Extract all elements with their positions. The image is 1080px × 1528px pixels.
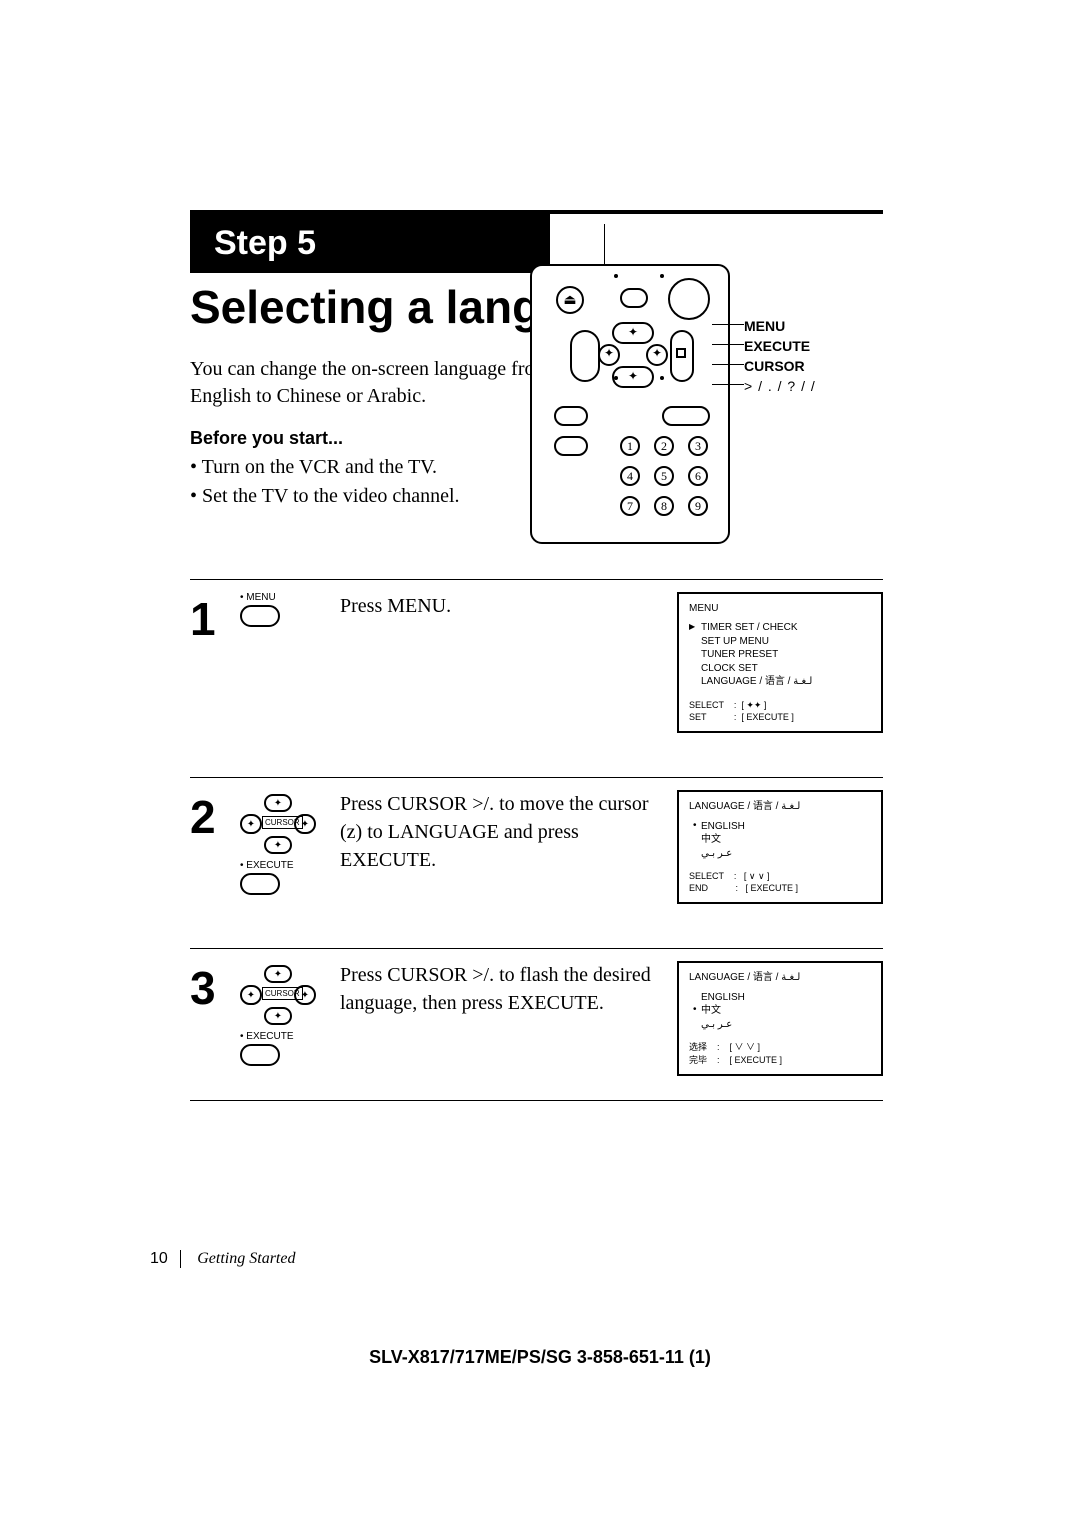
osd-menu-item: 中文 [689,833,871,847]
step-label: Step 5 [190,214,550,273]
remote-button [662,406,710,426]
callout-menu: MENU [744,318,816,334]
remote-callouts: MENU EXECUTE CURSOR > / . / ? / / [744,264,816,398]
dpad-area: ✦ ✦ ✦ ✦ [570,322,694,396]
step-instruction: Press CURSOR >/. to move the cursor (z) … [340,790,677,904]
numpad-8-icon: 8 [654,496,674,516]
cursor-mini-label: CURSOR [262,816,303,829]
osd-menu-item: TUNER PRESET [689,648,871,662]
numpad-6-icon: 6 [688,466,708,486]
menu-button-icon [570,330,600,382]
dot-icon [660,274,664,278]
step-instruction: Press CURSOR >/. to flash the desired la… [340,961,677,1075]
cursor-mini-label: CURSOR [262,987,303,1000]
step-number: 2 [190,790,240,904]
page-footer: 10 Getting Started [150,1250,295,1268]
osd-menu-item: TIMER SET / CHECK [689,621,871,635]
oval-button-icon [240,873,280,895]
down-icon: ✦ [264,836,292,854]
step-block-2: 2✦✦✦✦CURSOR • EXECUTEPress CURSOR >/. to … [190,777,883,904]
arrow-right-icon: ✦ [652,346,662,361]
osd-title: LANGUAGE / 语言 / ﻟـﻐـﺔ [689,971,871,985]
osd-footer-row: SET : [ EXECUTE ] [689,711,871,723]
step-instruction: Press MENU. [340,592,677,733]
numpad-1-icon: 1 [620,436,640,456]
stop-icon [676,348,686,358]
page-number: 10 [150,1250,181,1268]
menu-label: • MENU [240,592,340,603]
step-icons: ✦✦✦✦CURSOR • EXECUTE [240,790,340,904]
dpad-mini-icon: ✦✦✦✦CURSOR [240,965,316,1025]
osd-screen: MENU TIMER SET / CHECKSET UP MENUTUNER PR… [677,592,883,733]
lead-line [604,224,605,264]
step-block-3: 3✦✦✦✦CURSOR • EXECUTEPress CURSOR >/. to … [190,948,883,1075]
execute-label: • EXECUTE [240,1031,340,1042]
remote-illustration: ⏏ ✦ ✦ ✦ ✦ 1 2 3 4 5 6 7 8 9 [530,264,816,544]
numpad-9-icon: 9 [688,496,708,516]
numpad-7-icon: 7 [620,496,640,516]
osd-footer-row: END : [ EXECUTE ] [689,882,871,894]
numpad-2-icon: 2 [654,436,674,456]
callout-arrows: > / . / ? / / [744,378,816,394]
osd-menu-item: ﻋـﺮ ﺑـﻲ [689,847,871,861]
osd-title: LANGUAGE / 语言 / ﻟـﻐـﺔ [689,800,871,814]
numpad-5-icon: 5 [654,466,674,486]
callout-execute: EXECUTE [744,338,816,354]
remote-button [554,436,588,456]
osd-footer-row: 选择 : [ ∨ ∨ ] [689,1041,871,1053]
lead-line [712,324,744,325]
remote-button [554,406,588,426]
oval-button-icon [240,605,280,627]
arrow-left-icon: ✦ [604,346,614,361]
callout-cursor: CURSOR [744,358,816,374]
step-block-1: 1• MENUPress MENU.MENUTIMER SET / CHECKS… [190,579,883,733]
remote-outline: ⏏ ✦ ✦ ✦ ✦ 1 2 3 4 5 6 7 8 9 [530,264,730,544]
osd-menu-item: CLOCK SET [689,662,871,676]
remote-top-button [620,288,648,308]
execute-label: • EXECUTE [240,860,340,871]
osd-footer: SELECT : [ ∨ ∨ ]END : [ EXECUTE ] [689,870,871,894]
osd-menu-item: SET UP MENU [689,635,871,649]
step-number: 1 [190,592,240,733]
osd-footer-row: 完毕 : [ EXECUTE ] [689,1054,871,1066]
osd-screen: LANGUAGE / 语言 / ﻟـﻐـﺔ ENGLISH中文ﻋـﺮ ﺑـﻲ 选择 … [677,961,883,1075]
lead-line [712,364,744,365]
left-icon: ✦ [240,814,262,834]
remote-power-button [668,278,710,320]
up-icon: ✦ [264,794,292,812]
osd-footer-row: SELECT : [ ✦✦ ] [689,699,871,711]
osd-menu-item: 中文 [689,1004,871,1018]
model-footer: SLV-X817/717ME/PS/SG 3-858-651-11 (1) [0,1347,1080,1368]
lead-line [712,384,744,385]
arrow-down-icon: ✦ [628,369,638,384]
left-icon: ✦ [240,985,262,1005]
eject-icon: ⏏ [556,286,584,314]
step-icons: ✦✦✦✦CURSOR • EXECUTE [240,961,340,1075]
arrow-up-icon: ✦ [628,325,638,340]
oval-button-icon [240,1044,280,1066]
step-icons: • MENU [240,592,340,733]
numpad-4-icon: 4 [620,466,640,486]
numpad-3-icon: 3 [688,436,708,456]
osd-footer-row: SELECT : [ ∨ ∨ ] [689,870,871,882]
dpad-mini-icon: ✦✦✦✦CURSOR [240,794,316,854]
section-name: Getting Started [197,1250,295,1267]
osd-menu-item: ENGLISH [689,820,871,834]
osd-menu-item: ﻋـﺮ ﺑـﻲ [689,1018,871,1032]
osd-menu-item: ENGLISH [689,991,871,1005]
bottom-rule [190,1100,883,1101]
osd-footer: 选择 : [ ∨ ∨ ]完毕 : [ EXECUTE ] [689,1041,871,1065]
osd-title: MENU [689,602,871,616]
osd-menu-item: LANGUAGE / 语言 / ﻟـﻐـﺔ [689,675,871,689]
osd-footer: SELECT : [ ✦✦ ]SET : [ EXECUTE ] [689,699,871,723]
osd-screen: LANGUAGE / 语言 / ﻟـﻐـﺔ ENGLISH中文ﻋـﺮ ﺑـﻲ SEL… [677,790,883,904]
step-number: 3 [190,961,240,1075]
lead-line [712,344,744,345]
up-icon: ✦ [264,965,292,983]
down-icon: ✦ [264,1007,292,1025]
dot-icon [614,274,618,278]
